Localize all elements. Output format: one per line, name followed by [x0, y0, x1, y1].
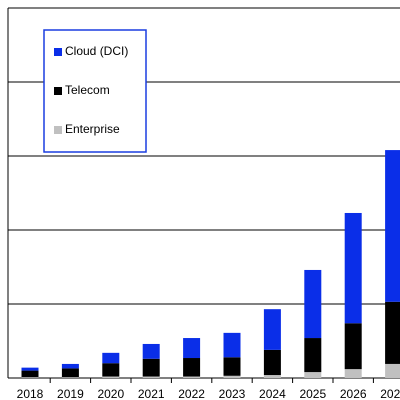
x-tick-label: 2023: [219, 387, 246, 400]
x-tick-label: 2025: [299, 387, 326, 400]
bar-segment: [21, 370, 39, 378]
bar-segment: [344, 369, 362, 378]
bar-segment: [61, 368, 79, 378]
bar-segment: [102, 352, 120, 364]
bar-segment: [304, 372, 322, 378]
x-tick-label: 2026: [340, 387, 367, 400]
bar-segment: [142, 376, 160, 378]
bar-segment: [102, 363, 120, 377]
x-tick-label: 2027: [380, 387, 400, 400]
bar-segment: [385, 301, 400, 364]
bar-segment: [263, 309, 281, 350]
bar-segment: [263, 375, 281, 378]
x-tick-label: 2019: [57, 387, 84, 400]
legend-swatch: [54, 126, 62, 134]
bar-segment: [21, 377, 39, 378]
bar-segment: [142, 343, 160, 359]
legend-label: Enterprise: [65, 122, 120, 136]
bar-segment: [142, 358, 160, 377]
bar-segment: [183, 338, 201, 359]
bar-segment: [344, 212, 362, 324]
x-tick-label: 2021: [138, 387, 165, 400]
bar-segment: [344, 323, 362, 370]
x-tick-label: 2020: [97, 387, 124, 400]
bar-segment: [385, 150, 400, 302]
bar-segment: [61, 377, 79, 378]
legend-label: Cloud (DCI): [65, 44, 128, 58]
bar-segment: [263, 349, 281, 376]
bar-segment: [223, 357, 241, 376]
legend-swatch: [54, 48, 62, 56]
bar-segment: [304, 338, 322, 373]
bar-segment: [183, 358, 201, 377]
bar-segment: [21, 367, 39, 371]
bar-segment: [223, 332, 241, 358]
bar-segment: [304, 269, 322, 339]
bar-segment: [61, 363, 79, 369]
legend: Enterprise Telecom Cloud (DCI): [43, 29, 147, 153]
bar-segment: [183, 376, 201, 378]
x-tick-label: 2018: [17, 387, 44, 400]
bar-segment: [102, 376, 120, 378]
bar-segment: [223, 375, 241, 378]
bar-segment: [385, 363, 400, 378]
legend-swatch: [54, 87, 62, 95]
legend-label: Telecom: [65, 83, 110, 97]
x-tick-label: 2024: [259, 387, 286, 400]
x-tick-label: 2022: [178, 387, 205, 400]
